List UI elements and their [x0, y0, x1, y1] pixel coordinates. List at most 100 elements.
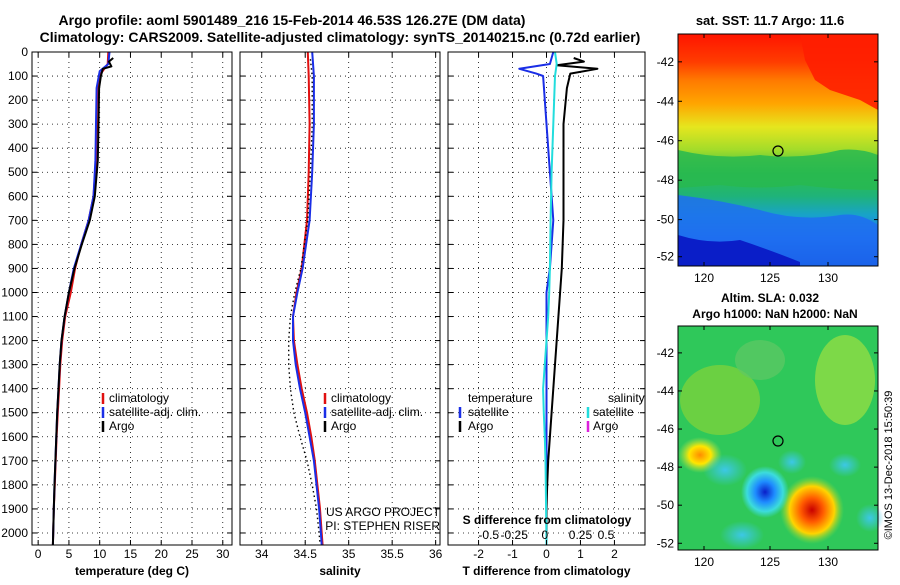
series-line — [292, 51, 324, 546]
profile-panel-3: -2 -1 0 1 2 T difference from climatology temp… — [447, 51, 646, 578]
legend-label: Argo — [331, 419, 357, 433]
series-line — [51, 57, 114, 546]
depth-tick-label: 1100 — [2, 310, 28, 324]
sla-map-title-line1: Altim. SLA: 0.032 — [721, 291, 819, 305]
lon-tick-label: 120 — [694, 555, 714, 569]
series-line — [51, 51, 110, 546]
x-tick-label: 0 — [543, 547, 550, 561]
depth-tick-label: 600 — [8, 189, 28, 203]
legend-label: climatology — [109, 391, 169, 405]
sla-map-axes: -42 -44 -46 -48 -50 -52 120 125 130 — [657, 326, 878, 569]
depth-tick-label: 900 — [8, 261, 28, 275]
sla-blob — [829, 453, 861, 477]
sla-blob — [680, 365, 760, 435]
sla-warm-eddy — [780, 476, 844, 544]
legend-label: satellite-adj. clim. — [109, 405, 201, 419]
x-tick-label: 5 — [66, 547, 73, 561]
sla-argo-location-marker — [772, 435, 784, 447]
lat-tick-label: -46 — [657, 422, 675, 436]
depth-tick-label: 200 — [8, 93, 28, 107]
depth-tick-label: 2000 — [1, 526, 28, 540]
secondary-tick-label: 0.25 — [569, 528, 593, 542]
secondary-tick-label: 0.5 — [598, 528, 615, 542]
lon-tick-label: 125 — [760, 271, 780, 285]
legend-heading: salinity — [608, 391, 645, 405]
lon-tick-label: 120 — [694, 271, 714, 285]
depth-tick-label: 1000 — [1, 285, 28, 299]
sla-cold-eddy — [741, 466, 789, 518]
lat-tick-label: -48 — [657, 173, 675, 187]
legend-label: satellite — [593, 405, 634, 419]
sst-map-title: sat. SST: 11.7 Argo: 11.6 — [696, 13, 844, 28]
depth-tick-label: 1500 — [1, 406, 28, 420]
sla-blob — [856, 504, 884, 532]
x-axis-label: T difference from climatology — [462, 564, 630, 578]
sla-blob — [815, 335, 875, 425]
lat-tick-label: -42 — [657, 346, 675, 360]
depth-tick-label: 1200 — [1, 334, 28, 348]
x-tick-label: 35.5 — [380, 547, 404, 561]
depth-tick-label: 1400 — [1, 382, 28, 396]
secondary-tick-label: -0.25 — [501, 528, 529, 542]
x-tick-label: 35 — [342, 547, 356, 561]
x-axis-label: salinity — [319, 564, 361, 578]
lon-tick-label: 130 — [818, 555, 838, 569]
depth-tick-label: 800 — [8, 237, 28, 251]
sst-green-band — [678, 149, 878, 190]
x-axis-label: temperature (deg C) — [75, 564, 189, 578]
secondary-tick-label: 0 — [541, 528, 548, 542]
sst-warm-core — [800, 34, 878, 110]
lon-tick-label: 125 — [760, 555, 780, 569]
depth-tick-label: 1300 — [1, 358, 28, 372]
lat-tick-label: -50 — [657, 498, 675, 512]
series-line — [542, 51, 558, 546]
sst-map-frame — [677, 33, 879, 267]
sla-map-frame — [677, 325, 879, 551]
sla-blob — [778, 450, 806, 474]
lat-tick-label: -52 — [657, 250, 675, 264]
panel-frame — [31, 51, 233, 546]
legend-label: satellite — [468, 405, 509, 419]
panel-frame — [239, 51, 441, 546]
profile-panel-1: 0 5 10 15 20 25 30 temperature (deg C) 0 100 200 30… — [1, 45, 233, 578]
series-line — [51, 51, 111, 546]
secondary-tick-label: -0.5 — [478, 528, 499, 542]
x-tick-label: -1 — [507, 547, 518, 561]
project-credit-line: PI: STEPHEN RISER — [325, 519, 440, 533]
x-tick-label: 25 — [185, 547, 199, 561]
depth-tick-label: 1800 — [1, 478, 28, 492]
depth-tick-label: 700 — [8, 213, 28, 227]
x-tick-label: 20 — [155, 547, 169, 561]
depth-tick-label: 1700 — [1, 454, 28, 468]
sla-blob — [720, 521, 764, 549]
sla-blob — [703, 454, 747, 486]
lat-tick-label: -44 — [657, 384, 675, 398]
x-tick-label: 34 — [255, 547, 269, 561]
sst-argo-location-marker — [772, 145, 784, 157]
sla-blob — [735, 340, 785, 380]
legend-label: satellite-adj. clim. — [331, 405, 423, 419]
x-tick-label: -2 — [473, 547, 484, 561]
sst-coldest-band — [678, 235, 800, 266]
depth-tick-label: 500 — [8, 165, 28, 179]
depth-tick-label: 100 — [8, 69, 28, 83]
sst-map-axes: -42 -44 -46 -48 -50 -52 120 125 130 — [657, 34, 878, 285]
x-tick-label: 2 — [611, 547, 618, 561]
secondary-axis-label: S difference from climatology — [463, 513, 632, 527]
sla-map: -42 -44 -46 -48 -50 -52 120 125 130 — [657, 325, 884, 569]
lon-tick-label: 130 — [818, 271, 838, 285]
series-line — [545, 57, 599, 545]
x-tick-label: 1 — [577, 547, 584, 561]
legend-heading: temperature — [468, 391, 533, 405]
legend-label: Argo — [593, 419, 619, 433]
depth-tick-label: 400 — [8, 141, 28, 155]
project-credit-line: US ARGO PROJECT — [326, 505, 441, 519]
x-tick-label: 34.5 — [294, 547, 318, 561]
lat-tick-label: -46 — [657, 134, 675, 148]
legend-label: Argo — [468, 419, 494, 433]
depth-tick-label: 300 — [8, 117, 28, 131]
sst-map: -42 -44 -46 -48 -50 -52 120 125 130 — [657, 33, 879, 285]
depth-tick-label: 1900 — [1, 502, 28, 516]
figure-title-line2: Climatology: CARS2009. Satellite-adjuste… — [40, 29, 641, 45]
